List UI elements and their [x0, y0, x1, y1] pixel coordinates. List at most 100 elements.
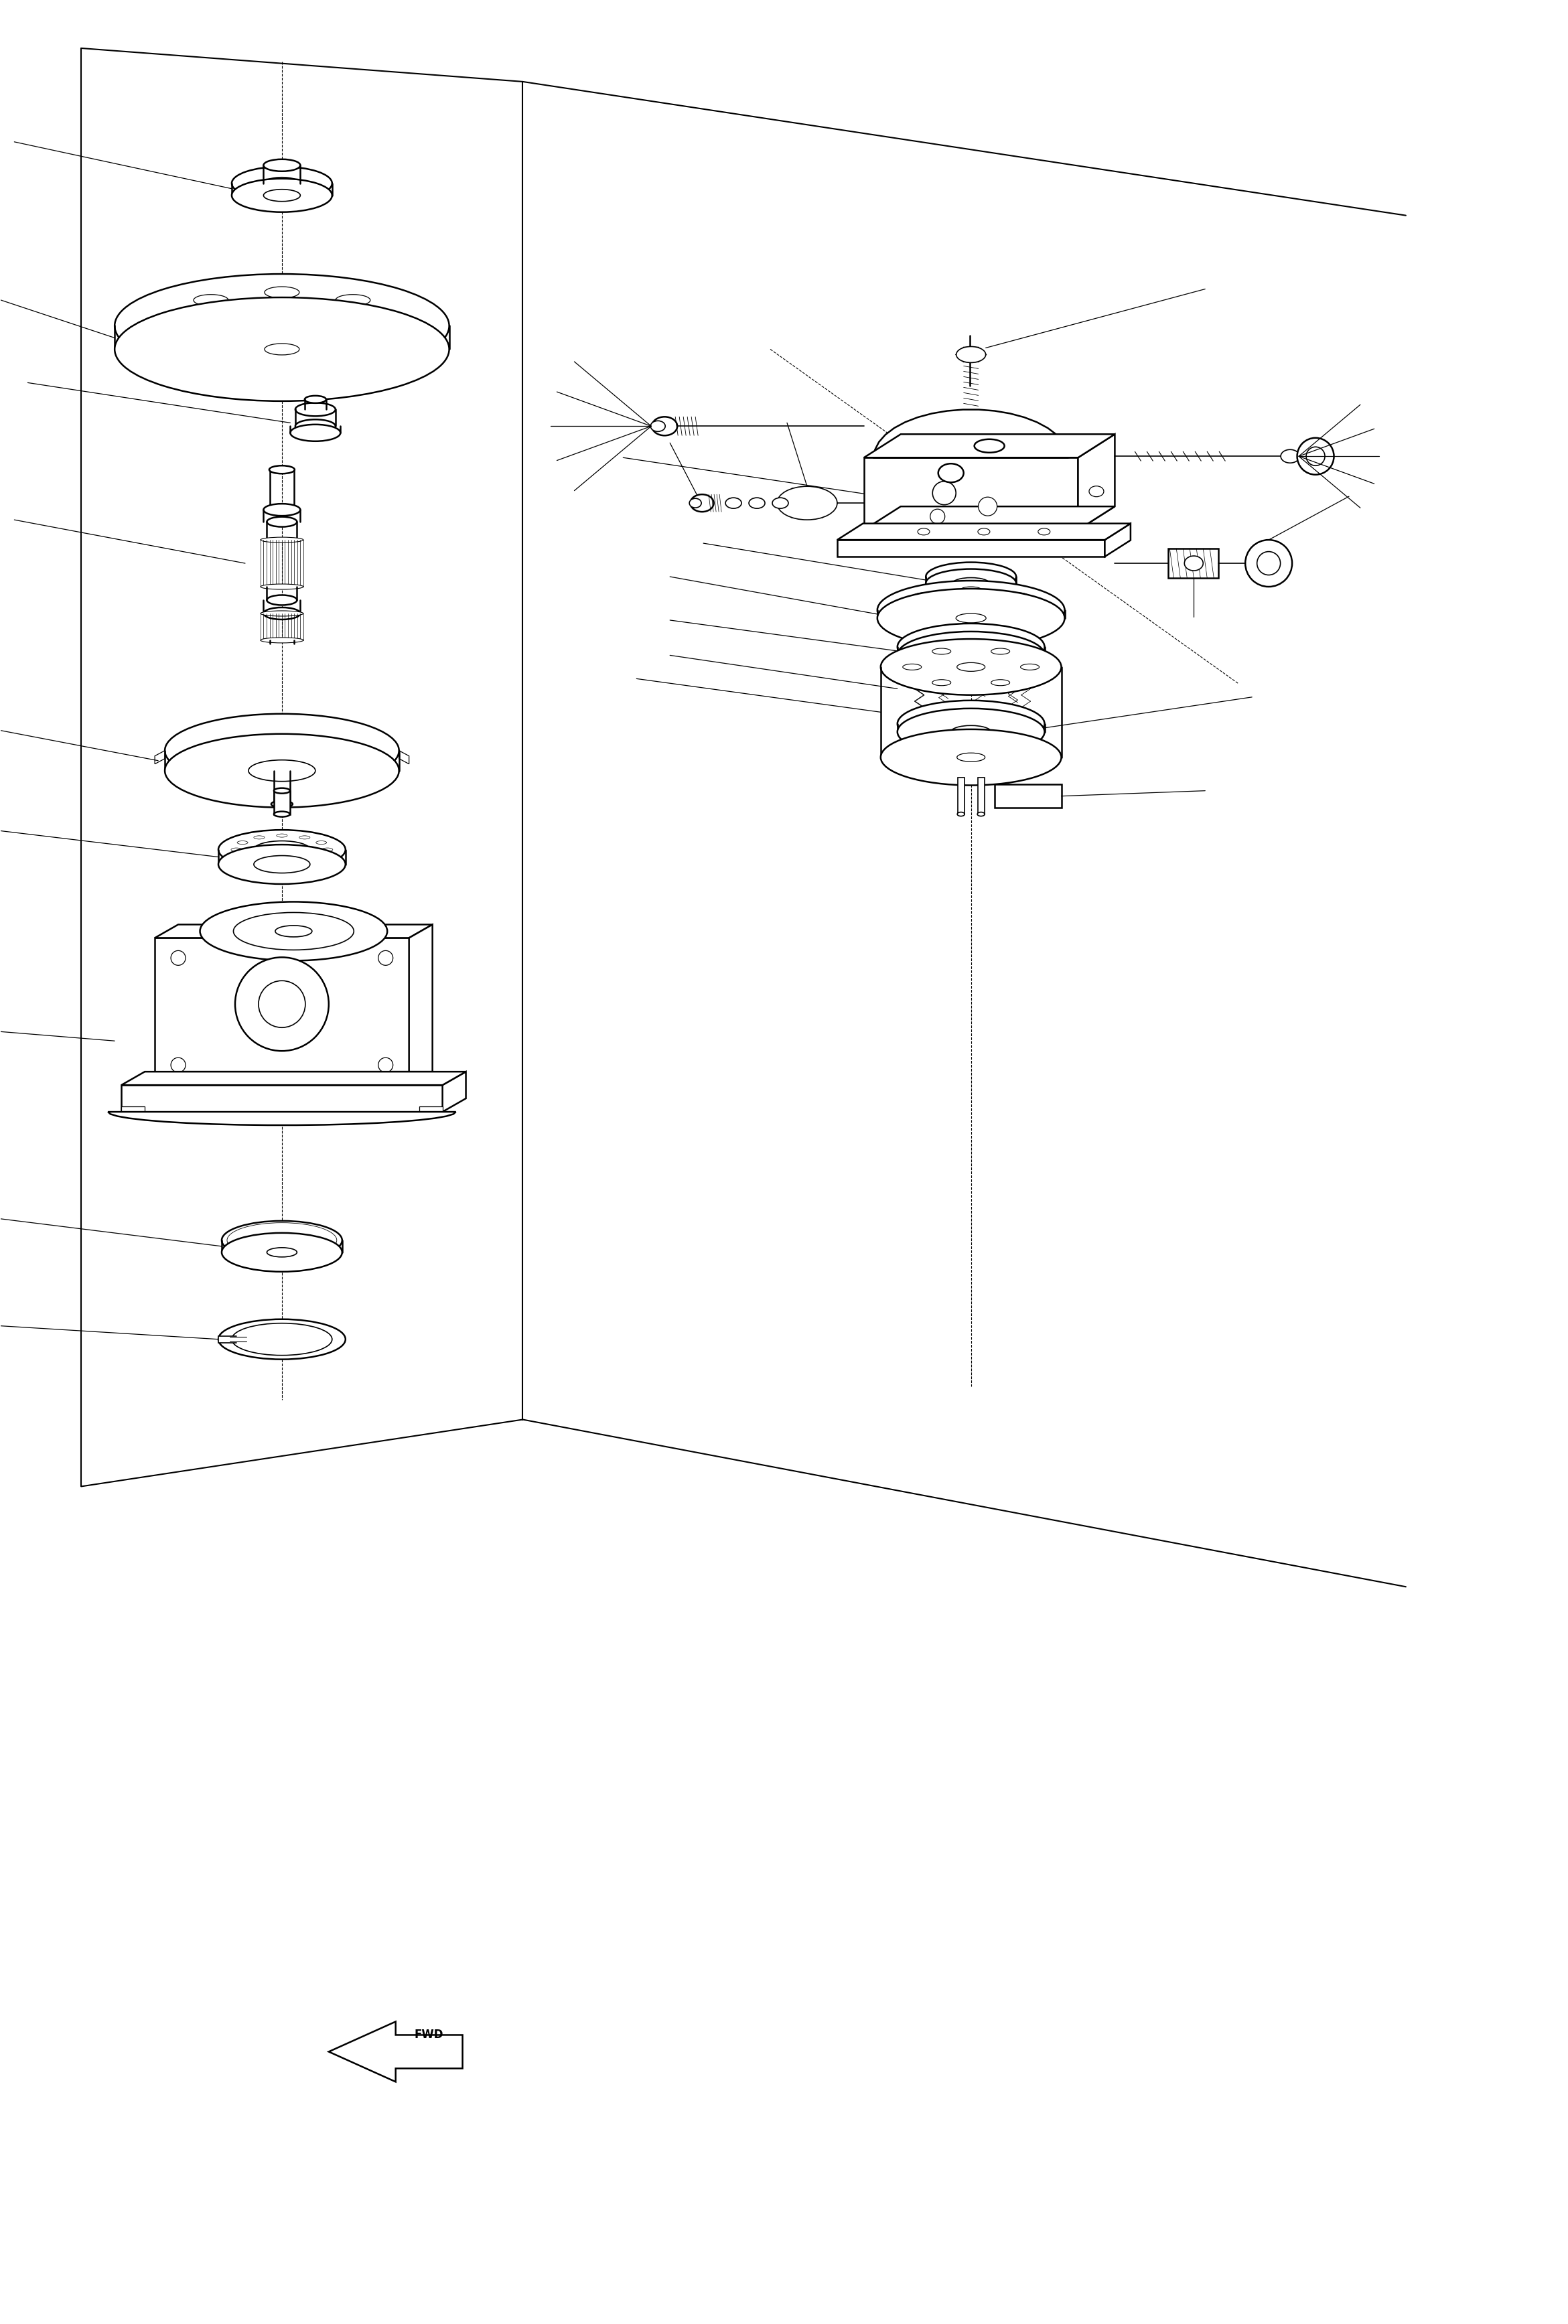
Ellipse shape: [895, 607, 916, 614]
Ellipse shape: [230, 848, 241, 851]
Ellipse shape: [974, 439, 1005, 453]
Ellipse shape: [165, 713, 398, 788]
Ellipse shape: [218, 1320, 345, 1360]
Ellipse shape: [773, 497, 789, 509]
Ellipse shape: [651, 421, 665, 432]
Polygon shape: [864, 458, 1079, 530]
Ellipse shape: [155, 314, 191, 325]
Ellipse shape: [274, 788, 290, 792]
Ellipse shape: [276, 925, 312, 937]
Ellipse shape: [265, 321, 299, 332]
Ellipse shape: [1297, 437, 1334, 474]
Text: FWD: FWD: [414, 2029, 444, 2040]
Ellipse shape: [373, 314, 408, 325]
Ellipse shape: [227, 351, 262, 363]
Ellipse shape: [956, 346, 986, 363]
Bar: [994, 783, 1062, 806]
Bar: [218, 1336, 238, 1343]
Ellipse shape: [1306, 446, 1325, 465]
Ellipse shape: [317, 855, 326, 858]
Ellipse shape: [950, 641, 991, 653]
Ellipse shape: [165, 734, 398, 806]
Ellipse shape: [235, 957, 329, 1050]
Ellipse shape: [263, 188, 301, 202]
Ellipse shape: [254, 855, 310, 874]
Polygon shape: [274, 790, 290, 813]
Ellipse shape: [953, 572, 989, 583]
Ellipse shape: [254, 837, 265, 839]
Polygon shape: [864, 507, 1115, 530]
Ellipse shape: [950, 725, 991, 739]
Ellipse shape: [218, 830, 345, 869]
Ellipse shape: [232, 1322, 332, 1355]
Ellipse shape: [950, 648, 991, 662]
Ellipse shape: [171, 951, 185, 964]
Ellipse shape: [276, 834, 287, 837]
Polygon shape: [329, 2022, 463, 2082]
Ellipse shape: [299, 860, 310, 865]
Ellipse shape: [378, 1057, 394, 1071]
Ellipse shape: [260, 537, 303, 541]
Polygon shape: [121, 1085, 442, 1111]
Ellipse shape: [193, 295, 229, 307]
Ellipse shape: [232, 179, 332, 211]
Polygon shape: [155, 751, 165, 765]
Ellipse shape: [1184, 555, 1203, 572]
Ellipse shape: [303, 351, 337, 363]
Ellipse shape: [897, 700, 1044, 748]
Ellipse shape: [276, 862, 287, 865]
Ellipse shape: [1090, 486, 1104, 497]
Ellipse shape: [978, 497, 997, 516]
Ellipse shape: [991, 648, 1010, 655]
Ellipse shape: [897, 623, 1044, 669]
Ellipse shape: [271, 802, 293, 806]
Ellipse shape: [254, 841, 310, 858]
Ellipse shape: [263, 607, 301, 621]
Ellipse shape: [299, 837, 310, 839]
Ellipse shape: [259, 981, 306, 1027]
Bar: [230, 1336, 248, 1341]
Polygon shape: [1105, 523, 1131, 558]
Polygon shape: [155, 1071, 433, 1085]
Ellipse shape: [263, 177, 301, 188]
Ellipse shape: [221, 1234, 342, 1271]
Ellipse shape: [270, 465, 295, 474]
Ellipse shape: [956, 753, 985, 762]
Ellipse shape: [221, 1220, 342, 1260]
Ellipse shape: [956, 662, 985, 672]
Polygon shape: [155, 925, 433, 939]
Ellipse shape: [1021, 665, 1040, 669]
Ellipse shape: [938, 462, 964, 483]
Ellipse shape: [295, 418, 336, 432]
Ellipse shape: [237, 855, 248, 858]
Ellipse shape: [248, 760, 315, 781]
Ellipse shape: [778, 486, 837, 521]
Polygon shape: [409, 925, 433, 1085]
Ellipse shape: [238, 1227, 326, 1255]
Ellipse shape: [690, 497, 701, 507]
Ellipse shape: [1007, 593, 1029, 600]
Ellipse shape: [361, 337, 395, 349]
Ellipse shape: [897, 632, 1044, 679]
Ellipse shape: [726, 497, 742, 509]
Ellipse shape: [878, 581, 1065, 639]
Ellipse shape: [114, 274, 448, 379]
Ellipse shape: [227, 1222, 337, 1257]
Ellipse shape: [232, 167, 332, 200]
Ellipse shape: [248, 1229, 315, 1250]
Polygon shape: [778, 488, 837, 518]
Ellipse shape: [652, 416, 677, 435]
Ellipse shape: [917, 528, 930, 535]
Polygon shape: [155, 939, 409, 1085]
Polygon shape: [864, 435, 1115, 458]
Ellipse shape: [317, 841, 326, 844]
Ellipse shape: [930, 509, 946, 523]
Ellipse shape: [260, 611, 303, 616]
Ellipse shape: [903, 665, 922, 669]
Ellipse shape: [265, 286, 299, 297]
Ellipse shape: [977, 811, 985, 816]
Polygon shape: [1079, 435, 1115, 530]
Polygon shape: [108, 1111, 456, 1125]
Ellipse shape: [1281, 449, 1300, 462]
Ellipse shape: [114, 297, 448, 402]
